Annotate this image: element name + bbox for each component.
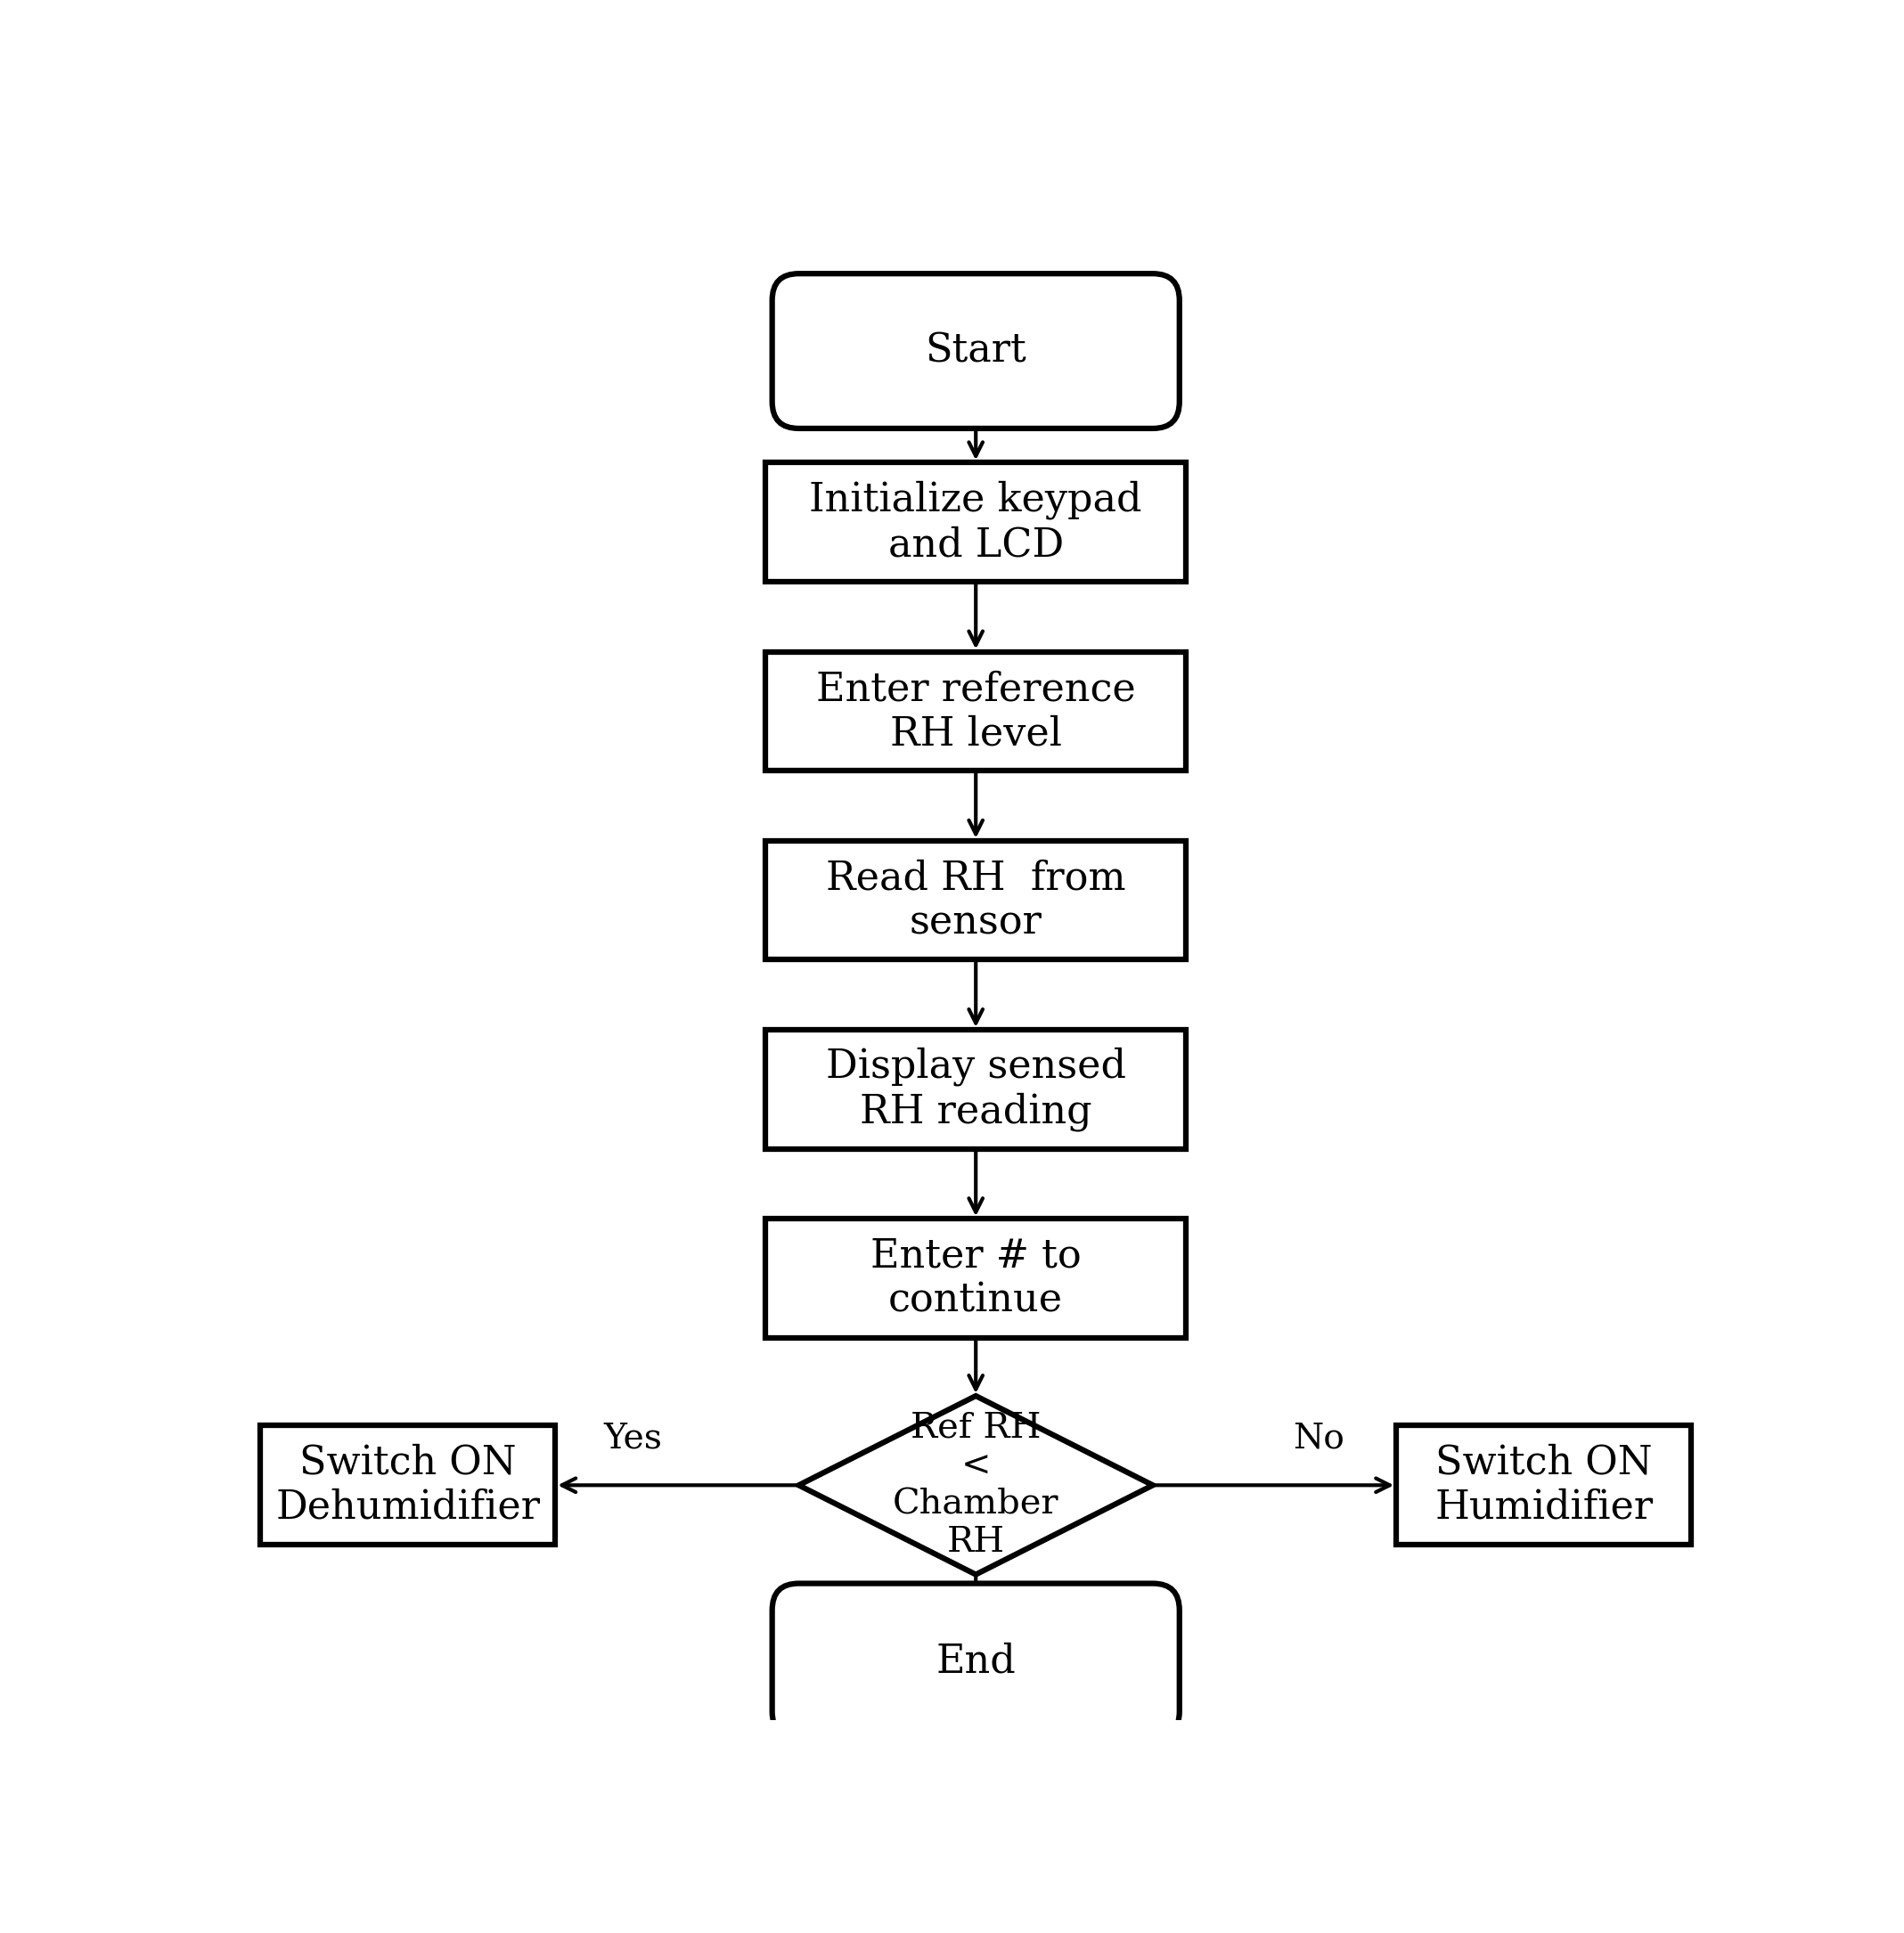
FancyBboxPatch shape bbox=[765, 651, 1186, 771]
Polygon shape bbox=[800, 1396, 1154, 1575]
Text: Switch ON
Humidifier: Switch ON Humidifier bbox=[1436, 1444, 1653, 1527]
Text: Display sensed
RH reading: Display sensed RH reading bbox=[826, 1048, 1125, 1131]
Text: Enter # to
continue: Enter # to continue bbox=[870, 1237, 1081, 1320]
Text: Initialize keypad
and LCD: Initialize keypad and LCD bbox=[809, 481, 1142, 564]
FancyBboxPatch shape bbox=[765, 1220, 1186, 1338]
FancyBboxPatch shape bbox=[773, 274, 1179, 429]
Text: End: End bbox=[937, 1641, 1015, 1680]
FancyBboxPatch shape bbox=[765, 841, 1186, 961]
FancyBboxPatch shape bbox=[773, 1583, 1179, 1738]
Text: Start: Start bbox=[925, 332, 1026, 371]
Text: Switch ON
Dehumidifier: Switch ON Dehumidifier bbox=[276, 1444, 541, 1527]
FancyBboxPatch shape bbox=[1396, 1427, 1691, 1544]
FancyBboxPatch shape bbox=[261, 1427, 556, 1544]
Text: Ref RH
<
Chamber
RH: Ref RH < Chamber RH bbox=[893, 1411, 1059, 1558]
Text: Yes: Yes bbox=[604, 1423, 663, 1456]
FancyBboxPatch shape bbox=[765, 462, 1186, 582]
Text: No: No bbox=[1293, 1423, 1344, 1456]
Text: Read RH  from
sensor: Read RH from sensor bbox=[826, 858, 1125, 941]
Text: Enter reference
RH level: Enter reference RH level bbox=[817, 669, 1135, 752]
FancyBboxPatch shape bbox=[765, 1030, 1186, 1148]
